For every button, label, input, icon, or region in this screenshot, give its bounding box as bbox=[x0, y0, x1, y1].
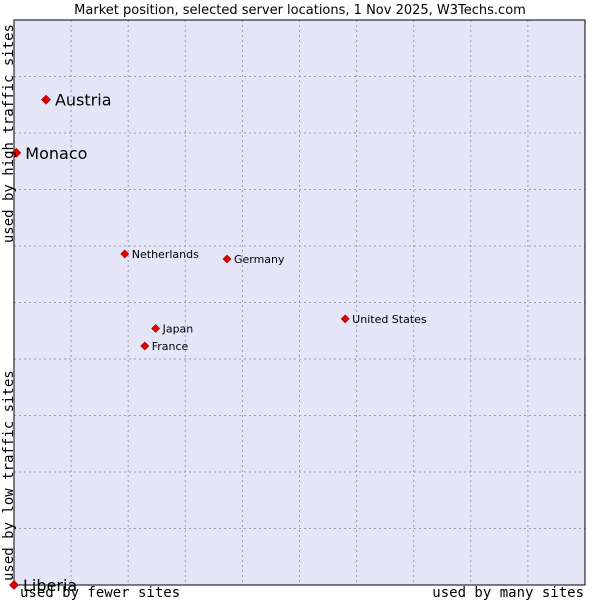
x-axis-label-left: used by fewer sites bbox=[20, 585, 180, 600]
point-label-germany: Germany bbox=[234, 253, 285, 266]
data-points: Austria Monaco Netherlands Germany United St… bbox=[9, 91, 427, 595]
point-label-japan: Japan bbox=[162, 322, 194, 335]
point-label-france: France bbox=[152, 340, 189, 353]
point-marker-austria bbox=[41, 94, 51, 105]
y-axis-label-bottom: used by low traffic sites bbox=[1, 370, 17, 581]
point-marker-monaco bbox=[11, 147, 22, 158]
point-marker-germany bbox=[222, 254, 232, 264]
chart-title: Market position, selected server locatio… bbox=[74, 3, 526, 18]
x-axis-label-right: used by many sites bbox=[432, 585, 584, 600]
plot-frame bbox=[13, 19, 586, 586]
point-label-netherlands: Netherlands bbox=[132, 248, 199, 261]
grid-lines bbox=[14, 20, 585, 585]
point-marker-netherlands bbox=[120, 249, 130, 259]
point-label-austria: Austria bbox=[55, 91, 112, 110]
point-marker-liberia bbox=[9, 580, 19, 590]
point-marker-france bbox=[140, 341, 150, 351]
point-label-liberia: Liberia bbox=[23, 576, 77, 595]
point-label-monaco: Monaco bbox=[25, 144, 87, 163]
point-label-united-states: United States bbox=[352, 313, 427, 326]
point-marker-united-states bbox=[340, 314, 350, 324]
point-marker-japan bbox=[151, 324, 161, 333]
y-axis-label-top: used by high traffic sites bbox=[1, 24, 17, 243]
